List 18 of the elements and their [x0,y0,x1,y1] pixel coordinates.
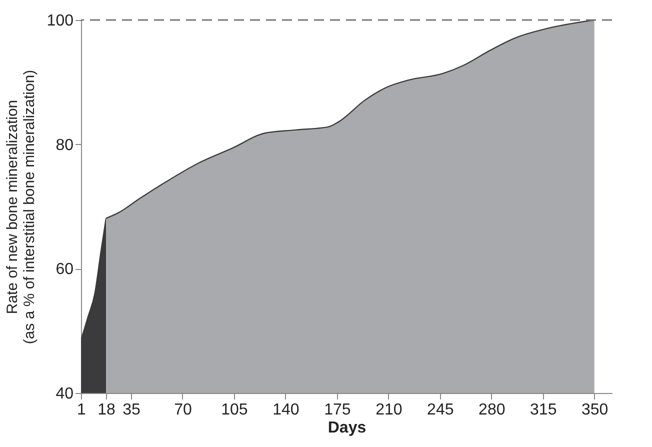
x-tick-label: 245 [427,402,454,418]
x-tick-label: 18 [98,402,116,418]
x-tick-label: 350 [581,402,608,418]
x-axis-title: Days [328,420,366,436]
y-tick-label: 60 [56,261,74,278]
x-tick-label: 70 [174,402,192,418]
y-axis-title: Rate of new bone mineralization (as a % of interstitial bone mineralization) [4,70,38,344]
x-tick-label: 175 [324,402,351,418]
y-tick-label: 40 [56,386,74,402]
y-tick-label: 100 [46,12,74,30]
x-tick-label: 280 [478,402,506,418]
y-tick-label: 80 [56,136,74,154]
x-tick-label: 1 [77,402,86,418]
x-tick-label: 35 [122,402,141,418]
x-tick-label: 315 [530,402,557,418]
x-tick-label: 140 [272,402,300,418]
x-tick-label: 105 [221,402,248,418]
x-tick-label: 210 [376,402,402,418]
